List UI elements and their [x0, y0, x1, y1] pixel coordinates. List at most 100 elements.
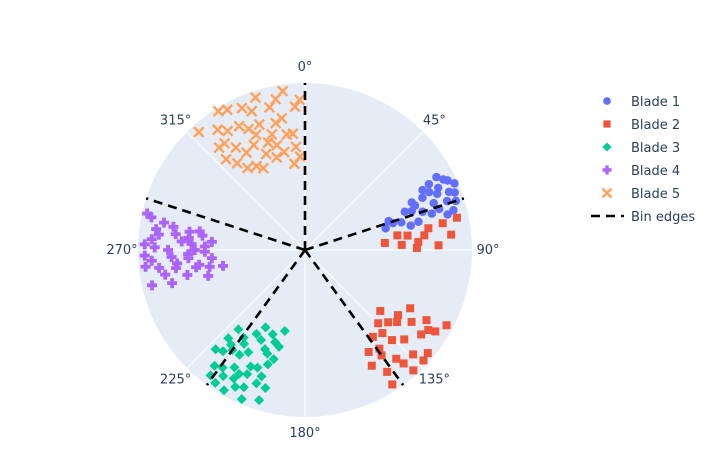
- data-point-2-26: [377, 351, 386, 360]
- data-point-5-33: [281, 128, 293, 141]
- data-point-5-3: [231, 157, 243, 169]
- tick-label-315: 315°: [160, 114, 191, 129]
- data-point-5-23: [241, 162, 254, 174]
- series-blade-4: [139, 208, 229, 291]
- legend-item-5[interactable]: Blade 5: [601, 187, 680, 202]
- data-point-2-19: [423, 349, 432, 358]
- data-point-3-23: [234, 349, 245, 360]
- data-point-4-15: [147, 280, 158, 291]
- data-point-4-24: [206, 236, 217, 247]
- data-point-1-12: [418, 193, 427, 202]
- legend-item-4[interactable]: Blade 4: [602, 164, 681, 179]
- data-point-5-10: [236, 102, 248, 114]
- data-point-2-10: [420, 231, 429, 240]
- data-point-5-1: [193, 126, 205, 138]
- bin-edge-144: [303, 249, 405, 386]
- data-point-5-28: [290, 141, 302, 153]
- data-point-4-34: [151, 224, 162, 235]
- data-point-3-37: [252, 362, 263, 373]
- data-point-3-8: [229, 362, 240, 373]
- legend-item-1[interactable]: Blade 1: [603, 95, 680, 110]
- data-point-3-30: [219, 385, 230, 396]
- data-point-2-8: [434, 241, 443, 250]
- data-point-4-37: [204, 261, 215, 272]
- legend-label-4: Blade 4: [631, 164, 680, 179]
- legend[interactable]: Blade 1 Blade 2 Blade 3 Blade 4 Blade 5 Bin e…: [591, 95, 695, 225]
- data-point-4-17: [191, 262, 202, 273]
- data-point-5-6: [212, 105, 224, 117]
- data-point-1-24: [406, 221, 416, 230]
- data-point-2-31: [367, 361, 376, 370]
- data-point-4-9: [139, 239, 150, 250]
- data-point-4-6: [146, 255, 157, 266]
- data-point-1-26: [400, 207, 410, 216]
- legend-marker-4: [602, 165, 612, 175]
- data-point-3-36: [218, 371, 229, 382]
- data-point-5-30: [257, 162, 269, 174]
- data-point-1-22: [443, 210, 452, 219]
- data-point-3-6: [230, 381, 241, 392]
- data-point-4-4: [194, 259, 205, 270]
- bin-edge-72: [304, 197, 465, 252]
- legend-marker-5: [601, 187, 613, 199]
- legend-item-6[interactable]: Bin edges: [591, 210, 695, 225]
- data-point-2-36: [378, 329, 387, 338]
- data-point-1-11: [418, 185, 427, 195]
- data-point-4-29: [167, 278, 178, 289]
- tick-label-0: 0°: [298, 60, 313, 75]
- data-point-1-3: [424, 179, 434, 189]
- data-point-5-36: [270, 117, 282, 129]
- data-point-3-19: [256, 335, 267, 346]
- data-point-1-8: [432, 189, 442, 199]
- data-point-3-22: [234, 368, 245, 379]
- data-point-5-29: [221, 125, 234, 137]
- data-point-5-8: [233, 120, 245, 132]
- data-point-4-21: [199, 246, 210, 257]
- data-point-4-35: [139, 250, 150, 261]
- data-point-5-38: [240, 146, 253, 159]
- data-point-2-17: [417, 330, 426, 339]
- data-point-3-14: [254, 395, 265, 406]
- data-point-5-11: [260, 148, 272, 160]
- data-point-2-20: [400, 335, 409, 344]
- gridline-45: [304, 131, 424, 251]
- data-point-4-12: [197, 230, 208, 241]
- data-point-4-18: [154, 262, 165, 273]
- data-point-4-36: [199, 241, 210, 252]
- data-point-3-18: [256, 371, 267, 382]
- data-point-5-24: [221, 104, 233, 116]
- data-points: [139, 85, 461, 406]
- data-point-1-7: [432, 172, 441, 182]
- data-point-5-40: [294, 94, 306, 106]
- data-point-4-13: [168, 221, 179, 232]
- data-point-5-27: [269, 93, 282, 105]
- legend-item-3[interactable]: Blade 3: [602, 141, 681, 156]
- data-point-3-2: [262, 359, 273, 370]
- data-point-2-4: [447, 230, 456, 239]
- data-point-2-1: [452, 213, 461, 222]
- data-point-3-3: [251, 378, 262, 389]
- data-point-2-11: [412, 244, 421, 253]
- data-point-3-25: [268, 354, 279, 365]
- data-point-2-30: [374, 319, 383, 328]
- data-point-2-15: [431, 327, 440, 336]
- data-point-3-9: [210, 377, 221, 388]
- data-point-4-2: [182, 269, 193, 280]
- data-point-5-35: [262, 136, 274, 149]
- data-point-3-38: [228, 373, 239, 384]
- data-point-1-5: [443, 176, 452, 185]
- gridline-225: [186, 249, 306, 369]
- data-point-3-34: [242, 369, 253, 380]
- data-point-2-18: [393, 317, 402, 326]
- legend-label-1: Blade 1: [631, 95, 680, 110]
- legend-item-2[interactable]: Blade 2: [603, 118, 680, 133]
- series-blade-2: [364, 213, 461, 389]
- data-point-1-30: [407, 198, 417, 207]
- data-point-4-3: [160, 269, 171, 280]
- legend-marker-3: [602, 142, 612, 152]
- data-point-4-8: [163, 245, 174, 255]
- data-point-2-22: [388, 336, 397, 345]
- data-point-2-16: [407, 317, 416, 326]
- data-point-3-28: [279, 326, 290, 337]
- data-point-2-9: [393, 231, 402, 240]
